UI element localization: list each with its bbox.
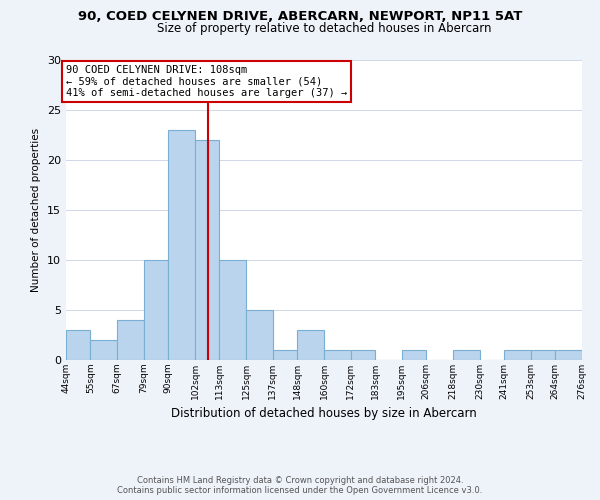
Bar — [298, 330, 324, 360]
Bar — [169, 130, 195, 360]
Y-axis label: Number of detached properties: Number of detached properties — [31, 128, 41, 292]
Bar — [504, 350, 531, 360]
Bar — [246, 310, 273, 360]
Text: 90 COED CELYNEN DRIVE: 108sqm
← 59% of detached houses are smaller (54)
41% of s: 90 COED CELYNEN DRIVE: 108sqm ← 59% of d… — [66, 65, 347, 98]
Bar — [117, 320, 144, 360]
Bar — [144, 260, 169, 360]
Bar — [402, 350, 427, 360]
Bar — [273, 350, 298, 360]
Bar — [556, 350, 582, 360]
Text: 90, COED CELYNEN DRIVE, ABERCARN, NEWPORT, NP11 5AT: 90, COED CELYNEN DRIVE, ABERCARN, NEWPOR… — [78, 10, 522, 23]
Text: Contains HM Land Registry data © Crown copyright and database right 2024.
Contai: Contains HM Land Registry data © Crown c… — [118, 476, 482, 495]
Bar — [66, 330, 91, 360]
Bar — [350, 350, 375, 360]
Bar — [220, 260, 246, 360]
X-axis label: Distribution of detached houses by size in Abercarn: Distribution of detached houses by size … — [171, 408, 477, 420]
Bar — [531, 350, 556, 360]
Title: Size of property relative to detached houses in Abercarn: Size of property relative to detached ho… — [157, 22, 491, 35]
Bar — [91, 340, 117, 360]
Bar — [453, 350, 479, 360]
Bar — [195, 140, 220, 360]
Bar — [324, 350, 350, 360]
